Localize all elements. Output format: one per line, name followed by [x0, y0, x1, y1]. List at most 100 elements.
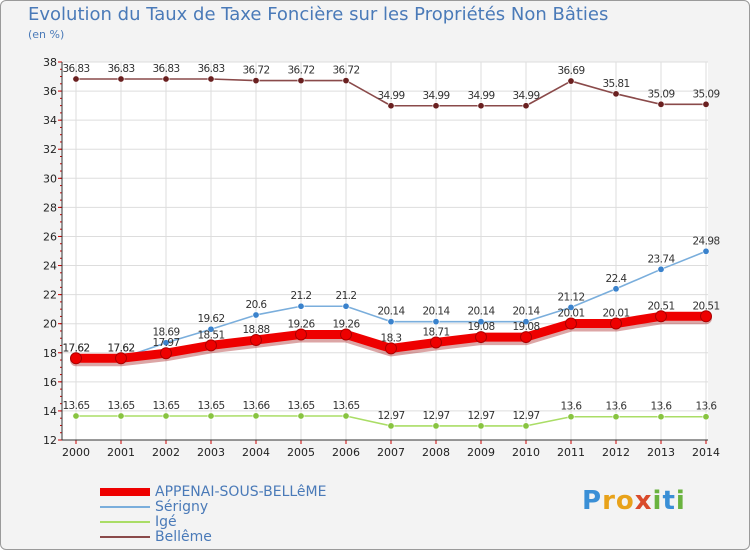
- data-point: [207, 75, 215, 83]
- data-point: [612, 413, 620, 421]
- y-tick-label: 18: [43, 347, 57, 360]
- data-point: [342, 412, 350, 420]
- data-label: 36.72: [242, 65, 269, 77]
- data-point: [702, 100, 710, 108]
- legend-swatch: [100, 488, 150, 496]
- data-point: [657, 413, 665, 421]
- y-tick-label: 20: [43, 318, 57, 331]
- data-point: [477, 422, 485, 430]
- y-tick-label: 38: [43, 56, 57, 69]
- legend-label: Sérigny: [155, 499, 209, 515]
- data-label: 21.2: [336, 290, 357, 302]
- data-label: 19.08: [467, 321, 494, 333]
- data-point: [207, 325, 215, 333]
- data-label: 13.65: [62, 400, 89, 412]
- y-tick-label: 34: [43, 114, 57, 127]
- legend-swatch: [100, 506, 150, 508]
- data-point: [612, 285, 620, 293]
- data-label: 17.62: [107, 342, 134, 354]
- data-label: 35.81: [602, 78, 629, 90]
- data-label: 35.09: [692, 88, 719, 100]
- data-label: 17.97: [152, 337, 179, 349]
- data-label: 36.83: [62, 63, 89, 75]
- data-point: [117, 75, 125, 83]
- data-label: 18.71: [422, 326, 449, 338]
- data-point: [477, 318, 485, 326]
- data-label: 17.62: [62, 342, 89, 354]
- data-label: 36.72: [332, 65, 359, 77]
- data-point: [567, 413, 575, 421]
- legend-swatch: [100, 536, 150, 538]
- data-point: [162, 339, 170, 347]
- data-point: [205, 339, 217, 352]
- data-label: 17.62: [62, 342, 89, 354]
- logo-letter: i: [675, 486, 686, 516]
- data-label: 22.4: [606, 273, 628, 285]
- data-label: 21.2: [291, 290, 312, 302]
- data-label: 13.6: [561, 401, 583, 413]
- data-label: 18.69: [152, 327, 179, 339]
- data-label: 13.6: [651, 401, 673, 413]
- data-point: [567, 303, 575, 311]
- logo-letter: P: [582, 486, 603, 516]
- y-tick-label: 28: [43, 201, 57, 214]
- data-point: [477, 102, 485, 110]
- legend-label: Bellême: [155, 529, 212, 545]
- data-point: [475, 331, 487, 344]
- chart-title: Evolution du Taux de Taxe Foncière sur l…: [28, 4, 609, 25]
- data-point: [522, 102, 530, 110]
- data-point: [522, 422, 530, 430]
- data-point: [387, 102, 395, 110]
- y-unit-label: (en %): [28, 28, 65, 41]
- data-label: 36.83: [152, 63, 179, 75]
- x-tick-label: 2011: [557, 446, 585, 459]
- data-point: [115, 352, 127, 365]
- y-tick-label: 26: [43, 230, 57, 243]
- y-tick-label: 30: [43, 172, 57, 185]
- data-label: 36.72: [287, 65, 314, 77]
- data-label: 18.51: [197, 329, 224, 341]
- logo-letter: o: [615, 486, 635, 516]
- data-label: 17.62: [107, 342, 134, 354]
- x-tick-label: 2005: [287, 446, 315, 459]
- x-tick-label: 2012: [602, 446, 630, 459]
- data-label: 23.74: [647, 253, 675, 265]
- x-tick-label: 2001: [107, 446, 135, 459]
- data-point: [250, 333, 262, 346]
- y-tick-label: 14: [43, 405, 57, 418]
- data-label: 13.65: [107, 400, 134, 412]
- data-label: 21.12: [557, 291, 584, 303]
- data-label: 24.98: [692, 235, 719, 247]
- data-point: [252, 77, 260, 85]
- data-label: 20.51: [647, 300, 674, 312]
- data-point: [432, 102, 440, 110]
- data-label: 12.97: [467, 410, 494, 422]
- data-point: [702, 413, 710, 421]
- data-point: [207, 412, 215, 420]
- data-point: [565, 317, 577, 330]
- data-point: [295, 328, 307, 341]
- data-point: [162, 412, 170, 420]
- data-label: 13.65: [287, 400, 314, 412]
- x-tick-label: 2004: [242, 446, 270, 459]
- x-tick-label: 2009: [467, 446, 495, 459]
- data-label: 20.14: [512, 306, 540, 318]
- data-point: [297, 412, 305, 420]
- x-tick-label: 2013: [647, 446, 675, 459]
- data-label: 34.99: [377, 90, 404, 102]
- data-label: 13.65: [332, 400, 359, 412]
- data-label: 36.83: [197, 63, 224, 75]
- data-label: 19.26: [287, 318, 315, 330]
- data-point: [70, 352, 82, 365]
- data-label: 20.14: [377, 306, 405, 318]
- plot-area: [62, 62, 708, 440]
- data-label: 36.69: [557, 65, 584, 77]
- logo-letter: r: [602, 486, 616, 516]
- data-point: [387, 422, 395, 430]
- x-tick-label: 2014: [692, 446, 720, 459]
- data-point: [297, 77, 305, 85]
- legend-item: APPENAI-SOUS-BELLêME: [100, 484, 326, 500]
- data-point: [522, 318, 530, 326]
- legend-item: Bellême: [100, 529, 212, 545]
- data-label: 20.6: [246, 299, 268, 311]
